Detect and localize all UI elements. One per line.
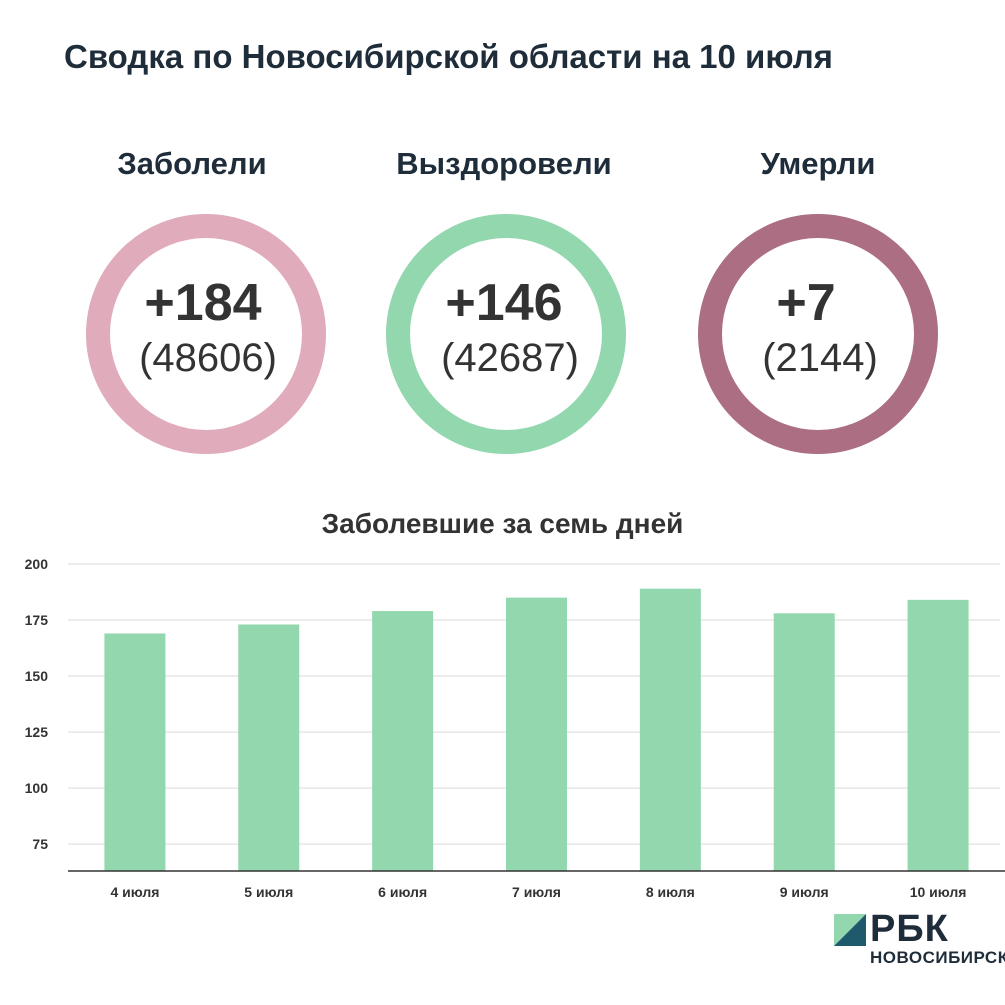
y-tick-label: 200 [25, 556, 49, 572]
infected-total: (48606) [139, 336, 277, 380]
stat-label-recovered: Выздоровели [396, 146, 612, 181]
page-title: Сводка по Новосибирской области на 10 ию… [64, 38, 833, 75]
logo-subtitle: НОВОСИБИРСК [870, 948, 1005, 967]
x-tick-label: 10 июля [910, 884, 967, 900]
stat-label-infected: Заболели [117, 146, 267, 181]
x-tick-label: 8 июля [646, 884, 695, 900]
bar [506, 597, 567, 871]
infected-ring [86, 214, 326, 454]
x-tick-label: 5 июля [244, 884, 293, 900]
rbc-logo-mark [834, 914, 866, 946]
logo-text: РБК [870, 908, 949, 950]
bar [104, 633, 166, 871]
x-tick-label: 9 июля [780, 884, 829, 900]
bar [639, 588, 701, 871]
deaths-ring [698, 214, 938, 454]
bar [238, 624, 300, 871]
recovered-delta: +146 [445, 274, 563, 332]
y-tick-label: 100 [25, 780, 49, 796]
y-tick-label: 125 [25, 724, 49, 740]
y-tick-label: 150 [25, 668, 49, 684]
deaths-delta: +7 [776, 274, 836, 332]
rbc-logo: РБК НОВОСИБИРСК [834, 908, 1005, 974]
bar [773, 613, 835, 871]
chart-title: Заболевшие за семь дней [321, 508, 684, 539]
bar-chart: 75 100 125 150 175 200 4 июля 5 июля 6 июля 7 июл… [25, 556, 1005, 900]
x-tick-label: 6 июля [378, 884, 427, 900]
deaths-total: (2144) [762, 336, 878, 380]
y-tick-label: 75 [32, 836, 48, 852]
bar [907, 599, 969, 871]
recovered-ring [386, 214, 626, 454]
bar [372, 611, 434, 871]
x-tick-label: 7 июля [512, 884, 561, 900]
infected-delta: +184 [144, 274, 262, 332]
x-tick-label: 4 июля [110, 884, 159, 900]
recovered-total: (42687) [441, 336, 579, 380]
y-tick-label: 175 [25, 612, 49, 628]
stat-label-deaths: Умерли [760, 146, 876, 181]
